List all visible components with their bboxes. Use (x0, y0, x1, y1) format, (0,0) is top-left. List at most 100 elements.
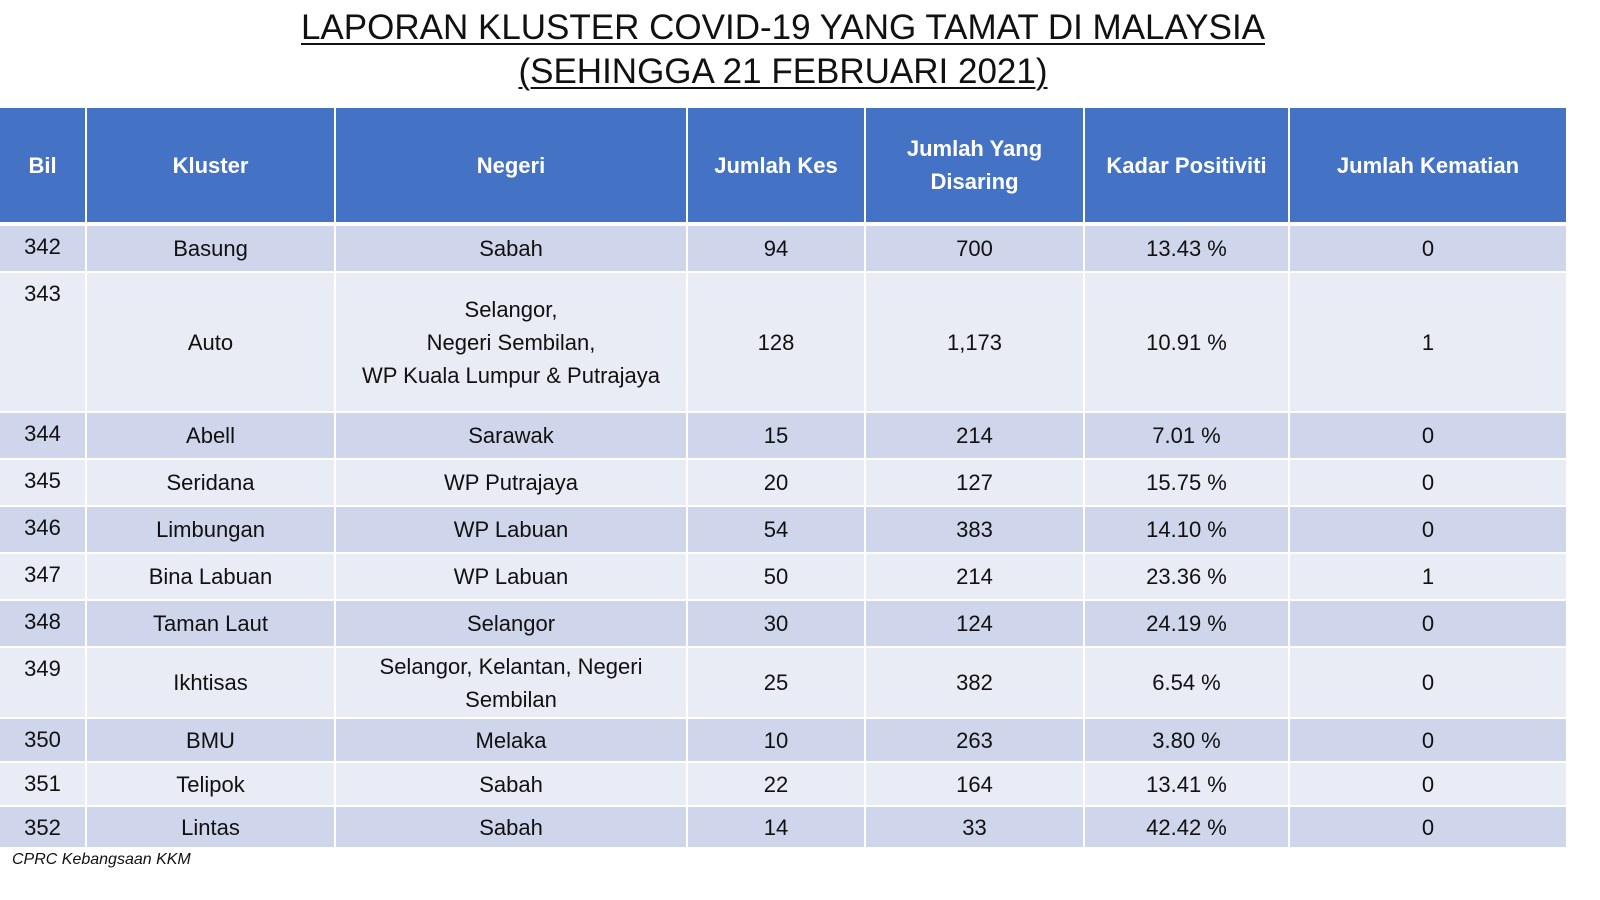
negeri-line: Sabah (479, 814, 543, 840)
cell-negeri: WP Putrajaya (336, 460, 686, 507)
cell-jumlah-kes: 50 (688, 554, 864, 601)
cell-jumlah-kes: 14 (688, 807, 864, 849)
cell-negeri: Sabah (336, 807, 686, 849)
cell-kluster: Basung (87, 226, 334, 273)
cell-kluster: BMU (87, 719, 334, 763)
cell-bil: 347 (0, 554, 85, 601)
negeri-line: Sabah (479, 771, 543, 797)
negeri-line: WP Labuan (453, 564, 569, 589)
cell-jumlah-disaring: 124 (866, 601, 1083, 648)
cell-kluster: Seridana (87, 460, 334, 507)
title-line-1: LAPORAN KLUSTER COVID-19 YANG TAMAT DI M… (300, 8, 1266, 47)
cell-jumlah-kematian: 0 (1290, 763, 1566, 807)
header-row: Bil Kluster Negeri Jumlah Kes Jumlah Yang Di… (0, 108, 1566, 226)
cell-bil: 346 (0, 507, 85, 554)
header-jumlah-kematian: Jumlah Kematian (1290, 108, 1566, 226)
negeri-line: Negeri Sembilan, (426, 329, 596, 355)
cell-jumlah-disaring: 1,173 (866, 273, 1083, 413)
cell-kadar-positiviti: 24.19 % (1085, 601, 1288, 648)
header-negeri: Negeri (336, 108, 686, 226)
negeri-line: Sabah (479, 236, 543, 261)
cell-jumlah-kematian: 1 (1290, 273, 1566, 413)
cell-kluster: Telipok (87, 763, 334, 807)
cell-jumlah-kematian: 0 (1290, 648, 1566, 719)
cell-negeri: Selangor, Negeri Sembilan, WP Kuala Lumpur… (336, 273, 686, 413)
cell-jumlah-disaring: 127 (866, 460, 1083, 507)
cell-kadar-positiviti: 7.01 % (1085, 413, 1288, 460)
negeri-line: WP Kuala Lumpur & Putrajaya (362, 362, 660, 388)
cell-bil: 348 (0, 601, 85, 648)
table-row: 345 Seridana WP Putrajaya 20 127 15.75 % 0 (0, 460, 1566, 507)
cell-jumlah-kematian: 0 (1290, 413, 1566, 460)
cell-kluster: Abell (87, 413, 334, 460)
cell-jumlah-kematian: 0 (1290, 226, 1566, 273)
cell-kluster: Auto (87, 273, 334, 413)
table-row: 349 Ikhtisas Selangor, Kelantan, Negeri Sem… (0, 648, 1566, 719)
negeri-line: Sembilan (465, 686, 557, 712)
cell-kluster: Taman Laut (87, 601, 334, 648)
cell-kadar-positiviti: 23.36 % (1085, 554, 1288, 601)
cell-kluster: Bina Labuan (87, 554, 334, 601)
cell-jumlah-kematian: 0 (1290, 460, 1566, 507)
cell-jumlah-kes: 15 (688, 413, 864, 460)
header-jumlah-disaring: Jumlah Yang Disaring (866, 108, 1083, 226)
cell-jumlah-disaring: 382 (866, 648, 1083, 719)
table-row: 346 Limbungan WP Labuan 54 383 14.10 % 0 (0, 507, 1566, 554)
cell-jumlah-kematian: 0 (1290, 807, 1566, 849)
table-row: 344 Abell Sarawak 15 214 7.01 % 0 (0, 413, 1566, 460)
cell-kluster: Ikhtisas (87, 648, 334, 719)
cell-jumlah-kematian: 0 (1290, 719, 1566, 763)
table-row: 347 Bina Labuan WP Labuan 50 214 23.36 % 1 (0, 554, 1566, 601)
cell-negeri: WP Labuan (336, 507, 686, 554)
cell-negeri: Sabah (336, 226, 686, 273)
cell-jumlah-kes: 30 (688, 601, 864, 648)
cell-kadar-positiviti: 13.41 % (1085, 763, 1288, 807)
cell-kadar-positiviti: 14.10 % (1085, 507, 1288, 554)
header-jumlah-kes: Jumlah Kes (688, 108, 864, 226)
cell-jumlah-disaring: 263 (866, 719, 1083, 763)
cell-kluster: Lintas (87, 807, 334, 849)
cell-jumlah-kes: 25 (688, 648, 864, 719)
negeri-line: Selangor, (464, 296, 558, 322)
cell-kadar-positiviti: 6.54 % (1085, 648, 1288, 719)
cell-negeri: Selangor (336, 601, 686, 648)
cell-jumlah-kematian: 1 (1290, 554, 1566, 601)
table-row: 342 Basung Sabah 94 700 13.43 % 0 (0, 226, 1566, 273)
cell-bil: 343 (0, 273, 85, 413)
cluster-table-container: Bil Kluster Negeri Jumlah Kes Jumlah Yang Di… (0, 108, 1566, 849)
cell-jumlah-kes: 94 (688, 226, 864, 273)
cell-kadar-positiviti: 13.43 % (1085, 226, 1288, 273)
cell-kadar-positiviti: 15.75 % (1085, 460, 1288, 507)
cell-bil: 351 (0, 763, 85, 807)
table-body: 342 Basung Sabah 94 700 13.43 % 0 343 Auto Selang… (0, 226, 1566, 849)
cell-jumlah-kematian: 0 (1290, 601, 1566, 648)
cell-bil: 342 (0, 226, 85, 273)
cell-negeri: Sabah (336, 763, 686, 807)
table-row: 343 Auto Selangor, Negeri Sembilan, WP Kuala… (0, 273, 1566, 413)
cell-bil: 344 (0, 413, 85, 460)
header-kluster: Kluster (87, 108, 334, 226)
negeri-line: WP Labuan (453, 517, 569, 542)
title-line-2: (SEHINGGA 21 FEBRUARI 2021) (518, 52, 1048, 91)
negeri-line: Selangor, Kelantan, Negeri (379, 653, 643, 679)
cell-jumlah-disaring: 700 (866, 226, 1083, 273)
cell-bil: 345 (0, 460, 85, 507)
cluster-table: Bil Kluster Negeri Jumlah Kes Jumlah Yang Di… (0, 108, 1568, 849)
cell-jumlah-kes: 20 (688, 460, 864, 507)
cell-jumlah-disaring: 383 (866, 507, 1083, 554)
negeri-line: WP Putrajaya (443, 470, 579, 495)
cell-jumlah-kes: 22 (688, 763, 864, 807)
cell-jumlah-disaring: 33 (866, 807, 1083, 849)
cell-kluster: Limbungan (87, 507, 334, 554)
cell-negeri: WP Labuan (336, 554, 686, 601)
cell-kadar-positiviti: 3.80 % (1085, 719, 1288, 763)
table-row: 352 Lintas Sabah 14 33 42.42 % 0 (0, 807, 1566, 849)
table-header: Bil Kluster Negeri Jumlah Kes Jumlah Yang Di… (0, 108, 1566, 226)
report-title: LAPORAN KLUSTER COVID-19 YANG TAMAT DI M… (0, 6, 1566, 94)
cell-jumlah-disaring: 214 (866, 413, 1083, 460)
header-bil: Bil (0, 108, 85, 226)
cell-jumlah-disaring: 214 (866, 554, 1083, 601)
table-row: 350 BMU Melaka 10 263 3.80 % 0 (0, 719, 1566, 763)
table-row: 348 Taman Laut Selangor 30 124 24.19 % 0 (0, 601, 1566, 648)
cell-jumlah-kes: 128 (688, 273, 864, 413)
